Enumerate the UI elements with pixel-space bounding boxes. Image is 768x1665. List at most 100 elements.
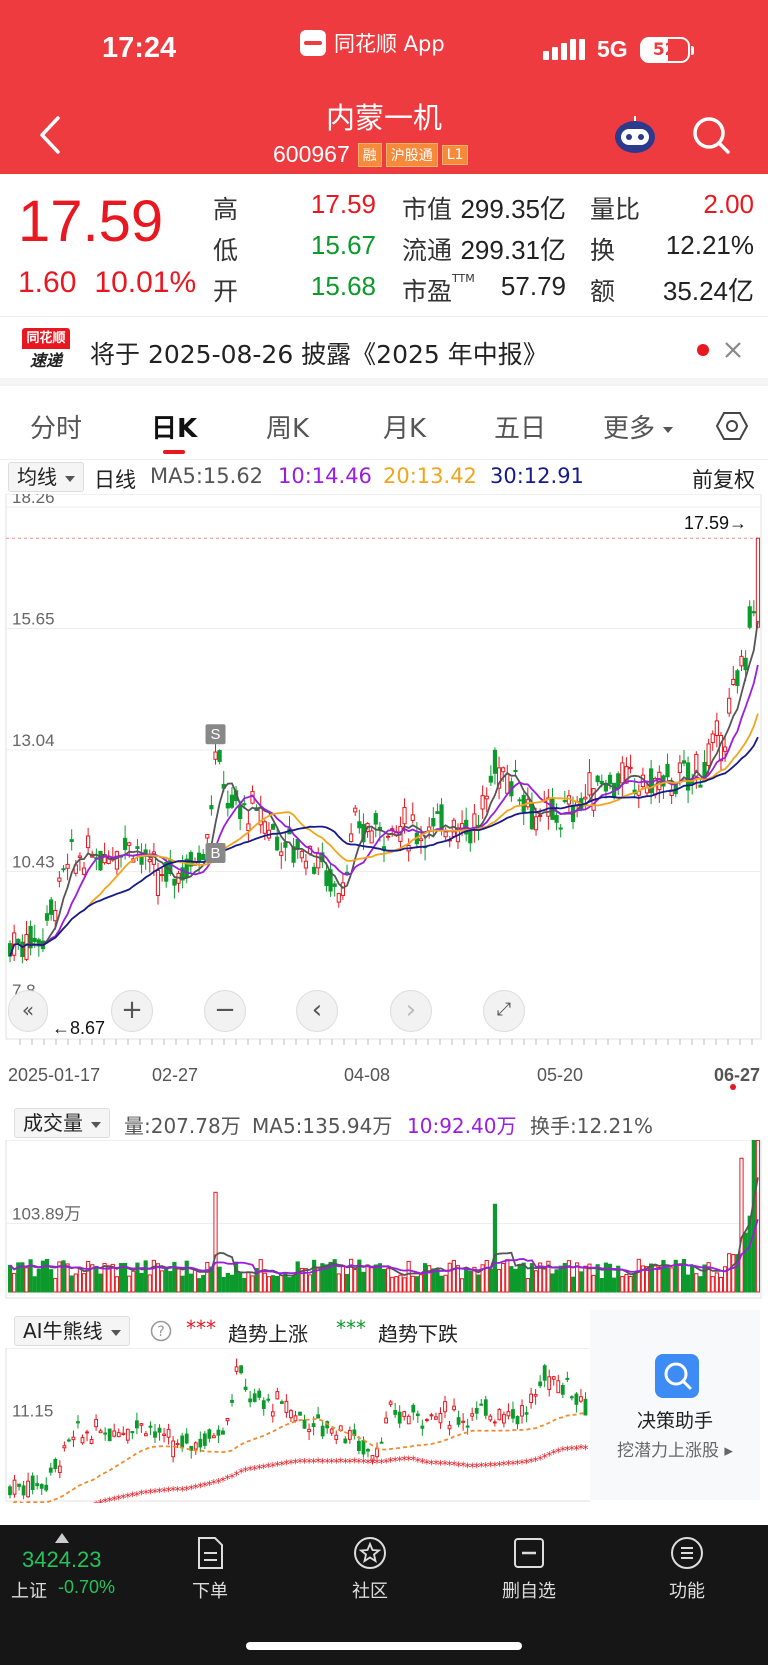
volume-bar (299, 1267, 304, 1293)
ai-candle-body (134, 1420, 139, 1429)
candle-body (410, 814, 415, 821)
ai-select[interactable]: AI牛熊线 (14, 1316, 130, 1346)
candle-body (209, 805, 214, 810)
help-icon[interactable]: ? (150, 1320, 172, 1342)
search-icon[interactable] (690, 114, 732, 156)
candle-body (65, 863, 70, 869)
ai-candle-body (502, 1413, 506, 1424)
volume-bar (324, 1264, 329, 1293)
ai-candle-body (379, 1441, 384, 1444)
zoom-out-button[interactable]: − (204, 990, 246, 1032)
candle-body (492, 749, 498, 774)
volume-bar (344, 1273, 350, 1293)
ai-candle-body (202, 1433, 207, 1446)
nav-functions[interactable]: 功能 (637, 1535, 737, 1603)
ai-support-star: * (157, 1485, 163, 1499)
y-tick-label: 18.26 (12, 494, 55, 507)
candle-body (262, 821, 267, 834)
candle-body (32, 938, 37, 943)
candle-body (677, 762, 682, 774)
ai-support-star: * (379, 1456, 385, 1470)
volume-bar (357, 1259, 362, 1293)
ai-candle-body (266, 1398, 271, 1401)
ai-candle-body (35, 1483, 40, 1487)
status-app-name: 同花顺 App (334, 32, 445, 56)
volume-chart[interactable]: 103.89万 (0, 1140, 768, 1310)
ai-bull-bear-chart[interactable]: 11.15***********************************… (0, 1348, 590, 1503)
tab-more[interactable]: 更多 (603, 408, 674, 445)
volume-bar (394, 1276, 399, 1293)
scroll-left-button[interactable]: ‹ (296, 990, 338, 1032)
ai-candle-body (424, 1419, 429, 1422)
indicator-select[interactable]: 均线 (8, 462, 84, 492)
label-pe: 市盈TTM (402, 272, 475, 306)
ai-candle-body (298, 1411, 302, 1416)
candle-body (303, 860, 309, 869)
ai-support-star: * (211, 1477, 217, 1491)
zoom-in-button[interactable]: + (111, 990, 153, 1032)
back-arrow-icon[interactable] (30, 110, 70, 160)
ai-candle-body (130, 1431, 135, 1434)
candle-body (16, 938, 21, 944)
ai-candle-body (193, 1442, 198, 1450)
volume-bar (747, 1215, 752, 1293)
volume-bar (320, 1263, 325, 1293)
active-tab-indicator (163, 450, 185, 454)
tab-intraday[interactable]: 分时 (30, 414, 83, 444)
network-label: 5G (597, 36, 628, 62)
svg-text:?: ? (157, 1324, 164, 1340)
ai-candle-body (221, 1430, 225, 1435)
volume-bar (147, 1274, 152, 1293)
ai-candle-body (393, 1410, 398, 1415)
tab-daily[interactable]: 日K (151, 414, 198, 444)
volume-bar (468, 1271, 473, 1293)
candle-body (299, 850, 304, 859)
scroll-right-button[interactable]: › (390, 990, 432, 1032)
ai-candle-body (443, 1401, 447, 1413)
ai-support-star: * (102, 1496, 108, 1503)
ai-support-star: * (428, 1457, 434, 1471)
candle-body (135, 846, 140, 849)
volume-bar (242, 1277, 247, 1293)
volume-bar (509, 1266, 514, 1293)
volume-bar (77, 1268, 83, 1293)
collapse-left-button[interactable]: « (8, 990, 48, 1032)
candle-body (402, 807, 407, 825)
ai-candle-body (44, 1484, 49, 1491)
value-float: 299.31亿 (460, 235, 566, 265)
settings-hexagon-icon[interactable] (716, 410, 748, 442)
tab-monthly[interactable]: 月K (383, 414, 427, 444)
candle-body (320, 852, 325, 863)
candle-body (698, 784, 703, 788)
ai-support-star: * (320, 1456, 326, 1470)
volume-bar (336, 1273, 341, 1293)
adjust-mode[interactable]: 前复权 (692, 468, 755, 492)
ai-support-star: * (451, 1458, 457, 1472)
nav-remove-watchlist[interactable]: 删自选 (479, 1535, 579, 1603)
trend-up-marker: *** (186, 1316, 216, 1340)
close-icon[interactable] (724, 341, 742, 359)
volume-select[interactable]: 成交量 (14, 1108, 110, 1138)
notice-banner[interactable]: 同花顺 速递 将于 2025-08-26 披露《2025 年中报》 (0, 318, 768, 386)
candle-body (24, 934, 29, 960)
decision-assistant-card[interactable]: 决策助手 挖潜力上涨股 ▸ (590, 1310, 760, 1500)
candle-body (386, 835, 391, 838)
ai-candle-body (230, 1399, 234, 1403)
sh-index-value[interactable]: 3424.23 (22, 1547, 102, 1572)
volume-bar (661, 1260, 666, 1293)
candle-body (369, 830, 374, 844)
nav-order[interactable]: 下单 (160, 1535, 260, 1603)
volume-bar (20, 1262, 25, 1293)
volume-bar (349, 1258, 354, 1293)
ai-support-star: * (215, 1476, 221, 1490)
nav-community[interactable]: 社区 (320, 1535, 420, 1603)
volume-bar (402, 1277, 407, 1293)
tab-five-day[interactable]: 五日 (494, 414, 547, 444)
tab-weekly[interactable]: 周K (266, 414, 310, 444)
robot-assistant-icon[interactable] (613, 115, 657, 155)
chevron-down-icon (110, 1329, 121, 1336)
stock-code: 600967 (273, 141, 350, 167)
volume-bar (373, 1264, 378, 1293)
fullscreen-button[interactable]: ⤢ (483, 990, 525, 1032)
status-app-indicator[interactable]: 同花顺 App (300, 28, 445, 58)
